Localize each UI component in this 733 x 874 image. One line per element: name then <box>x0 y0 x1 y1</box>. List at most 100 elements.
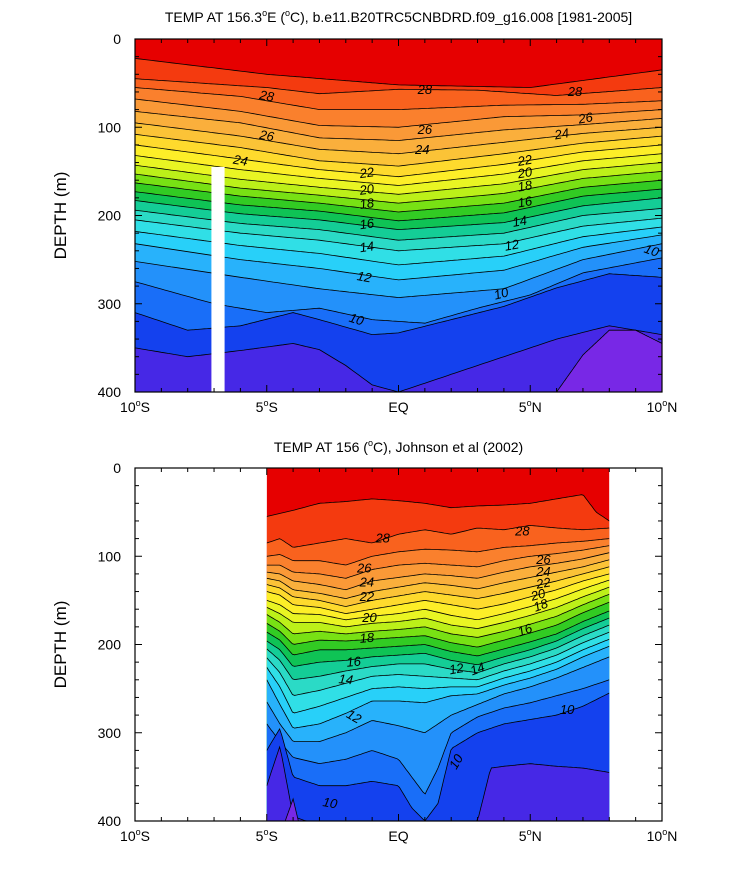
isotherm-band-8 <box>266 747 610 821</box>
isotherm-line-27 <box>135 87 662 110</box>
contour-label: 28 <box>567 84 583 99</box>
y-tick-label: 200 <box>98 637 122 653</box>
isotherm-line-20 <box>266 586 610 629</box>
isotherm-line-17 <box>266 610 610 657</box>
contour-label: 24 <box>359 575 374 590</box>
isotherm-line-21 <box>266 579 610 621</box>
contour-label: 10 <box>560 702 575 717</box>
contour-label: 26 <box>257 127 276 145</box>
isotherm-line-13 <box>266 638 610 714</box>
isotherm-line-23 <box>266 566 610 607</box>
isotherm-band-7 <box>556 330 662 392</box>
contour-label: 18 <box>531 595 550 614</box>
axes: 10oS 5oS EQ 5oN 10oN 0 100 200 300 400 DEPTH (m) <box>51 460 677 844</box>
contour-label: 10 <box>347 310 366 329</box>
y-tick-label: 100 <box>98 548 122 564</box>
contour-label: 26 <box>535 552 551 567</box>
contour-label: 26 <box>417 122 433 137</box>
isotherm-line-11 <box>266 656 610 742</box>
contour-label: 14 <box>338 671 354 687</box>
isotherm-line-16 <box>266 617 610 667</box>
y-tick-label: 300 <box>98 725 122 741</box>
isotherm-line-9 <box>266 692 610 821</box>
contour-label: 12 <box>503 236 521 253</box>
x-tick-label: 5oS <box>256 827 278 844</box>
contour-label: 16 <box>346 653 362 669</box>
contour-label: 10 <box>642 241 661 260</box>
y-tick-label: 100 <box>98 119 122 135</box>
x-tick-label: 10oS <box>120 398 150 415</box>
contour-fills <box>266 468 610 821</box>
y-axis-label: DEPTH (m) <box>51 601 70 689</box>
contour-label: 28 <box>514 524 530 539</box>
isotherm-line-14 <box>266 631 610 696</box>
x-tick-label: EQ <box>388 828 408 844</box>
isotherm-band-8 <box>135 325 662 392</box>
y-axis-label: DEPTH (m) <box>51 172 70 260</box>
isotherm-line-25 <box>266 552 610 591</box>
contour-label: 14 <box>468 659 487 678</box>
chart-title: TEMP AT 156 (oC), Johnson et al (2002) <box>274 438 523 455</box>
contour-label: 22 <box>358 164 376 181</box>
x-tick-label: 10oN <box>647 398 678 415</box>
contour-label: 26 <box>356 561 372 576</box>
contour-label: 18 <box>359 195 376 212</box>
isotherm-line-7 <box>556 329 662 392</box>
isotherm-line-26 <box>266 545 610 579</box>
contour-label: 16 <box>359 215 376 232</box>
x-tick-label: EQ <box>388 399 408 415</box>
contour-label: 14 <box>359 238 375 255</box>
isotherm-line-29 <box>266 494 610 522</box>
isotherm-line-24 <box>135 122 662 155</box>
contour-label: 24 <box>414 142 429 157</box>
contour-label: 22 <box>359 589 375 604</box>
contour-label: 16 <box>515 620 534 639</box>
y-tick-label: 0 <box>113 460 121 476</box>
contour-label: 20 <box>358 181 376 198</box>
isotherm-line-29 <box>135 58 662 88</box>
contour-label: 24 <box>552 125 570 142</box>
contour-label: 20 <box>515 164 534 182</box>
x-tick-label: 5oN <box>519 398 542 415</box>
axes: 10oS 5oS EQ 5oN 10oN 0 100 200 300 400 DEPTH (m) <box>51 31 677 415</box>
missing-data-gap <box>211 166 225 392</box>
contour-label: 28 <box>417 82 433 97</box>
isotherm-line-28 <box>135 78 662 96</box>
isotherm-line-27 <box>266 538 610 566</box>
isotherm-line-19 <box>266 593 610 638</box>
isotherm-line-28 <box>266 524 610 548</box>
contour-label: 10 <box>322 794 340 811</box>
contour-label: 22 <box>515 152 534 170</box>
isotherm-line-15 <box>266 624 610 681</box>
x-tick-label: 10oN <box>647 827 678 844</box>
contour-label: 10 <box>492 284 511 302</box>
y-tick-label: 0 <box>113 31 121 47</box>
contour-label: 16 <box>516 193 534 210</box>
isotherm-line-26 <box>135 98 662 128</box>
isotherm-line-12 <box>266 645 610 729</box>
contour-fills <box>135 39 662 392</box>
contour-label: 14 <box>511 213 528 230</box>
contour-label: 26 <box>576 109 595 127</box>
y-tick-label: 400 <box>98 813 122 829</box>
isotherm-line-22 <box>135 144 662 178</box>
contour-label: 12 <box>448 660 466 677</box>
contour-label: 12 <box>356 268 374 285</box>
chart-title: TEMP AT 156.3oE (oC), b.e11.B20TRC5CNBDR… <box>165 8 632 25</box>
contour-label: 24 <box>231 151 249 168</box>
x-tick-label: 5oN <box>519 827 542 844</box>
contour-label: 28 <box>257 87 276 105</box>
isotherm-line-10 <box>266 679 610 795</box>
isotherm-line-7 <box>284 797 299 821</box>
isotherm-band-7 <box>285 798 299 821</box>
contour-label: 22 <box>534 574 553 592</box>
y-tick-label: 200 <box>98 208 122 224</box>
contour-label: 20 <box>361 610 377 625</box>
y-tick-label: 400 <box>98 384 122 400</box>
contour-label: 18 <box>516 177 534 194</box>
contour-label: 24 <box>535 564 550 579</box>
isotherm-line-22 <box>266 573 610 615</box>
